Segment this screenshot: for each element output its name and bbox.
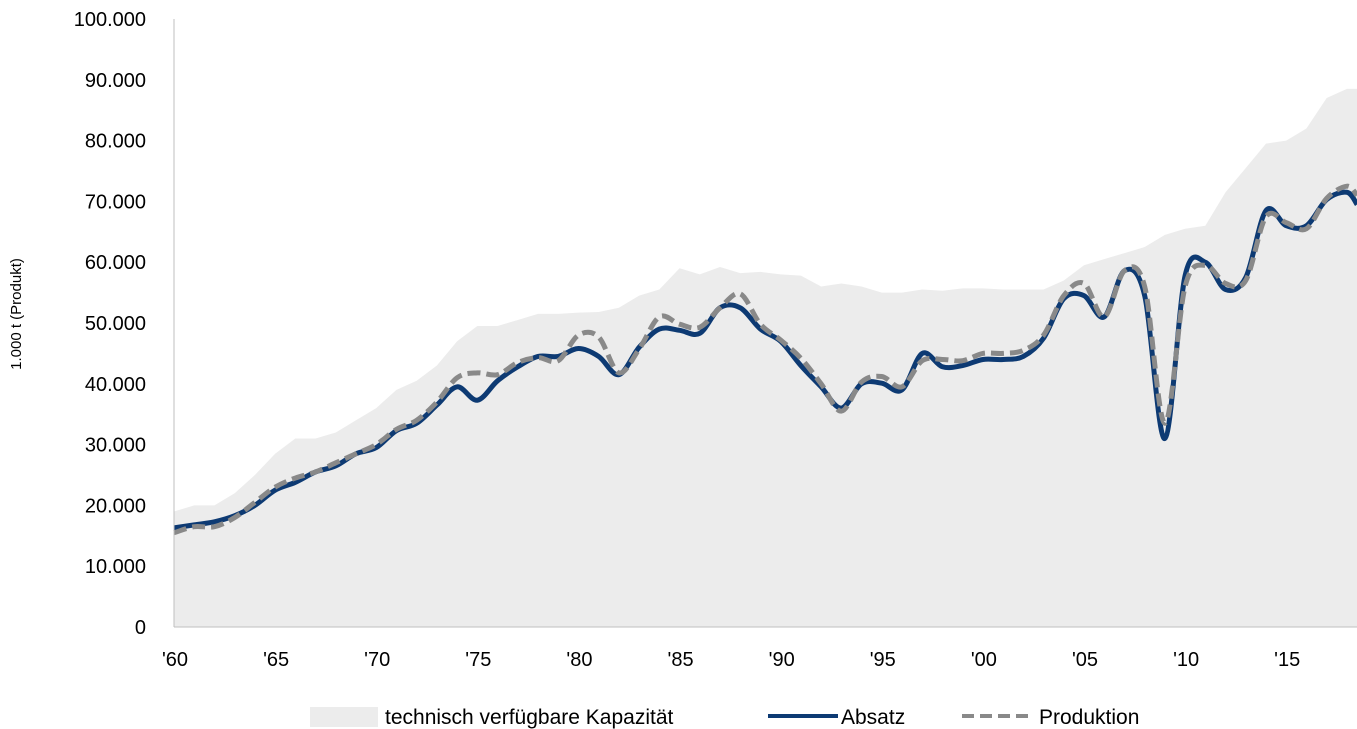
x-tick-label: '90 [769, 649, 795, 671]
y-tick-label: 70.000 [85, 191, 146, 213]
x-tick-label: '05 [1072, 649, 1098, 671]
series-area-capacity [174, 88, 1357, 628]
y-tick-label: 50.000 [85, 313, 146, 335]
x-tick-labels: '60 '65 '70 '75 '80 '85 '90 '95 '00 '05 '10 '15 [162, 649, 1300, 671]
y-tick-labels: 0 10.000 20.000 30.000 40.000 50.000 60.000 70.… [74, 9, 146, 639]
series-line-produktion [173, 183, 1357, 536]
y-tick-label: 20.000 [85, 495, 146, 517]
y-tick-label: 10.000 [85, 556, 146, 578]
axes [173, 19, 1357, 628]
y-tick-label: 80.000 [85, 131, 146, 153]
y-tick-label: 30.000 [85, 435, 146, 457]
x-tick-label: '80 [566, 649, 592, 671]
y-tick-label: 100.000 [74, 9, 146, 31]
legend-label-absatz: Absatz [841, 706, 905, 729]
legend-label-produktion: Produktion [1039, 706, 1139, 729]
x-tick-label: '65 [263, 649, 289, 671]
x-tick-label: '60 [162, 649, 188, 671]
legend-swatch-capacity [310, 707, 378, 727]
y-axis-label: 1.000 t (Produkt) [8, 258, 25, 370]
x-tick-label: '70 [364, 649, 390, 671]
y-tick-label: 60.000 [85, 252, 146, 274]
series-line-layer [173, 183, 1357, 536]
y-tick-label: 0 [135, 617, 146, 639]
y-tick-label: 90.000 [85, 70, 146, 92]
legend: technisch verfügbare Kapazität Absatz Pr… [310, 706, 1139, 729]
y-tick-label: 40.000 [85, 374, 146, 396]
x-tick-label: '15 [1274, 649, 1300, 671]
x-tick-label: '10 [1173, 649, 1199, 671]
legend-label-capacity: technisch verfügbare Kapazität [385, 706, 674, 729]
x-tick-label: '75 [465, 649, 491, 671]
x-tick-label: '95 [870, 649, 896, 671]
capacity-area-layer [174, 88, 1357, 628]
x-tick-label: '85 [668, 649, 694, 671]
x-tick-label: '00 [971, 649, 997, 671]
